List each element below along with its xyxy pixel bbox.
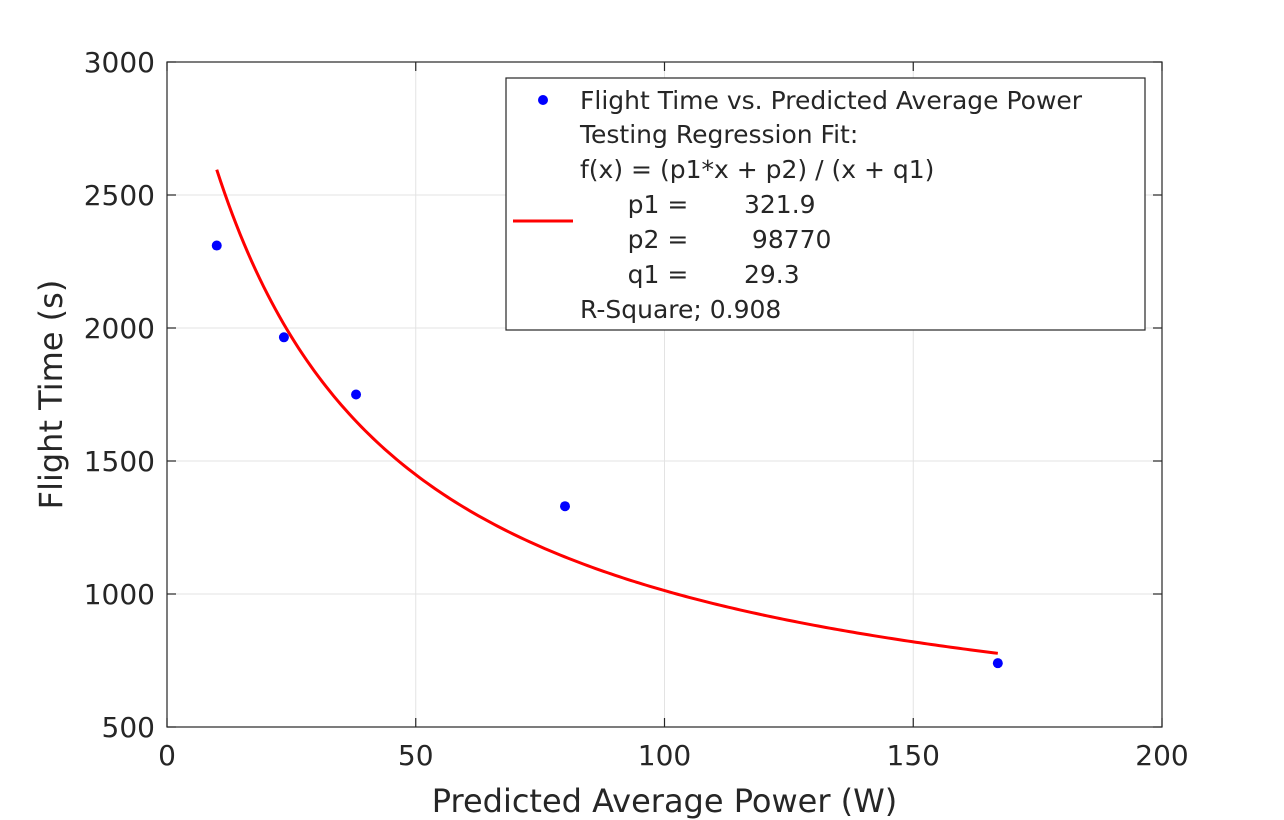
- x-tick-label: 100: [638, 739, 691, 772]
- axis-ticks: 0 50 100 150 200 500 1000 1500 2000 2500 3000: [84, 46, 1189, 772]
- data-point: [560, 501, 570, 512]
- y-axis-label: Flight Time (s): [32, 280, 70, 510]
- y-tick-label: 1500: [84, 445, 155, 478]
- y-tick-label: 2500: [84, 179, 155, 212]
- x-tick-label: 50: [398, 739, 434, 772]
- fit-curve: [215, 169, 999, 655]
- y-tick-label: 3000: [84, 46, 155, 79]
- y-tick-label: 500: [102, 711, 155, 744]
- legend-fit-line-1: Testing Regression Fit:: [579, 120, 858, 149]
- legend-marker-scatter: [538, 95, 548, 105]
- x-tick-label: 0: [158, 739, 176, 772]
- legend: Flight Time vs. Predicted Average Power …: [505, 77, 1146, 331]
- data-point: [992, 658, 1003, 669]
- y-tick-label: 1000: [84, 578, 155, 611]
- legend-label-scatter: Flight Time vs. Predicted Average Power: [580, 86, 1083, 115]
- legend-fit-line-2: f(x) = (p1*x + p2) / (x + q1): [580, 155, 934, 184]
- data-point: [211, 240, 222, 251]
- x-axis-label: Predicted Average Power (W): [432, 782, 898, 820]
- fit-curve-layer: [215, 169, 999, 655]
- legend-fit-line-3: p1 = 321.9: [580, 190, 816, 219]
- x-tick-label: 200: [1135, 739, 1188, 772]
- data-point: [351, 389, 362, 400]
- data-point: [278, 332, 289, 343]
- legend-fit-line-6: R-Square; 0.908: [580, 295, 781, 324]
- legend-fit-line-4: p2 = 98770: [580, 225, 831, 254]
- legend-box: [505, 77, 1146, 331]
- y-tick-label: 2000: [84, 312, 155, 345]
- data-points-layer: [211, 240, 1003, 669]
- legend-fit-line-5: q1 = 29.3: [580, 260, 800, 289]
- x-tick-label: 150: [887, 739, 940, 772]
